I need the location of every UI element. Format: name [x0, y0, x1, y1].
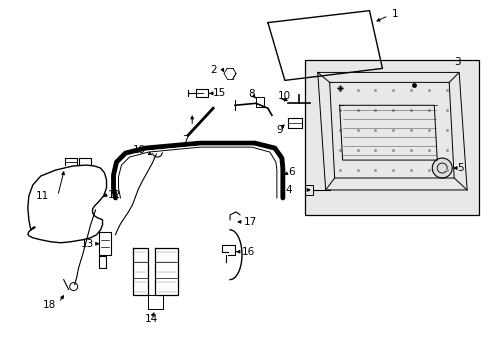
Text: 18: 18	[42, 300, 56, 310]
Text: 19: 19	[132, 145, 145, 155]
Text: 8: 8	[247, 89, 254, 99]
Text: 2: 2	[210, 66, 216, 76]
Bar	[304, 60, 478, 215]
Text: 12: 12	[107, 190, 121, 200]
Text: 1: 1	[390, 9, 397, 19]
Text: 15: 15	[213, 88, 226, 98]
Text: 4: 4	[285, 185, 292, 195]
Text: 13: 13	[81, 239, 94, 249]
Text: 16: 16	[242, 247, 255, 257]
Text: 6: 6	[287, 167, 294, 177]
Text: 10: 10	[277, 91, 290, 101]
Circle shape	[431, 158, 451, 178]
Text: 5: 5	[456, 163, 463, 173]
Text: 14: 14	[144, 314, 157, 324]
Text: 11: 11	[36, 191, 49, 201]
Text: 17: 17	[244, 217, 257, 227]
Text: 3: 3	[453, 58, 460, 67]
Text: 7: 7	[182, 135, 188, 145]
Text: 9: 9	[275, 125, 282, 135]
